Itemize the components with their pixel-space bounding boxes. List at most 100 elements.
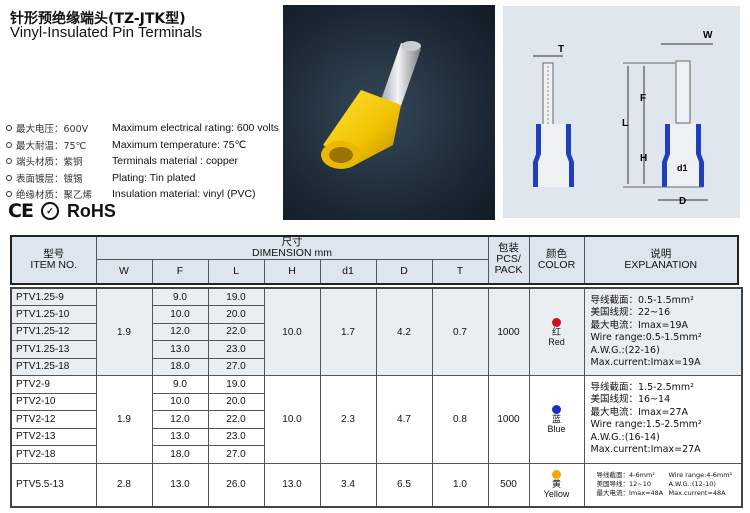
- ce-mark: CE: [8, 200, 34, 222]
- spec-cn: 绝缘材质：聚乙烯: [16, 190, 93, 202]
- cell-explanation: 导线截面：0.5-1.5mm² 美国线规：22~16 最大电流：Imax=19A Wi…: [583, 287, 742, 376]
- bullet-icon: [6, 141, 12, 148]
- item-no: PTV5.5-13: [10, 462, 97, 508]
- spec-en: Maximum electrical rating: 600 volts: [112, 122, 279, 135]
- explanation-line: Wire range:1.5-2.5mm²: [590, 419, 702, 431]
- cell-F: 9.0: [151, 375, 209, 394]
- header-color: 颜色 COLOR: [528, 235, 585, 284]
- header-pack-cn: 包装: [498, 242, 519, 255]
- spec-en: Insulation material: vinyl (PVC): [112, 188, 256, 201]
- cell-d1: 1.7: [319, 287, 377, 376]
- cell-T: 1.0: [431, 462, 489, 508]
- dimension-diagram: T W F L H d1 D: [503, 6, 740, 218]
- title-english: Vinyl-Insulated Pin Terminals: [10, 24, 203, 41]
- cell-D: 4.7: [375, 375, 433, 464]
- cell-W: 1.9: [95, 287, 153, 376]
- cell-F: 12.0: [151, 410, 209, 429]
- spec-item: 最大耐温：75℃ Maximum temperature: 75℃: [6, 137, 279, 154]
- cell-pack: 1000: [487, 375, 530, 464]
- cell-F: 9.0: [151, 287, 209, 306]
- cqc-mark-icon: ✓: [40, 202, 59, 220]
- cell-W: 1.9: [95, 375, 153, 464]
- label-d1: d1: [677, 163, 688, 173]
- spec-item: 绝缘材质：聚乙烯 Insulation material: vinyl (PVC): [6, 186, 279, 203]
- label-F: F: [640, 93, 646, 104]
- cell-d1: 2.3: [319, 375, 377, 464]
- label-D: D: [679, 196, 686, 207]
- explanation-line: Max.current=48A: [668, 489, 726, 498]
- table-row: PTV2-10 10.0 20.0: [10, 392, 742, 411]
- spec-cn: 端头材质：紫铜: [16, 157, 83, 169]
- cell-L: 22.0: [207, 322, 265, 341]
- explanation-line: 导线截面：0.5-1.5mm²: [590, 294, 694, 306]
- item-no: PTV1.25-9: [10, 287, 97, 306]
- item-no: PTV1.25-13: [10, 340, 97, 359]
- table-row: PTV5.5-13 2.8 13.0 26.0 13.0 3.4 6.5 1.0 500 黄 Yel…: [10, 462, 742, 508]
- header-item-en: ITEM NO.: [30, 258, 78, 271]
- explanation-line: 导线截面：4-6mm²: [596, 471, 655, 480]
- cell-L: 20.0: [207, 392, 265, 411]
- explanation-line: 美国线规：16~14: [590, 394, 671, 406]
- spec-en: Maximum temperature: 75℃: [112, 138, 247, 151]
- item-no: PTV1.25-10: [10, 305, 97, 324]
- explanation-line: A.W.G.:(16-14): [590, 431, 660, 443]
- cell-color: 红 Red: [528, 287, 585, 376]
- spec-cn: 最大耐温：75℃: [16, 140, 87, 152]
- color-en: Red: [548, 336, 565, 347]
- spec-item: 端头材质：紫铜 Terminals material : copper: [6, 153, 279, 170]
- cell-L: 26.0: [207, 462, 265, 508]
- explanation-line: 最大电流：Imax=27A: [590, 406, 689, 418]
- table-row: PTV1.25-12 12.0 22.0: [10, 322, 742, 341]
- header-col-W: W: [95, 259, 153, 284]
- cell-F: 13.0: [151, 462, 209, 508]
- header-color-en: COLOR: [537, 258, 576, 271]
- table-row: PTV2-9 1.9 9.0 19.0 10.0 2.3 4.7 0.8 1000 蓝 Blue 导线…: [10, 375, 742, 464]
- cell-F: 13.0: [151, 340, 209, 359]
- item-no: PTV2-10: [10, 392, 97, 411]
- title-chinese: 针形预绝缘端头(TZ-JTK型): [10, 11, 186, 27]
- cell-L: 19.0: [207, 375, 265, 394]
- explanation-line: Wire range:4-6mm²: [668, 471, 733, 480]
- cell-F: 10.0: [151, 392, 209, 411]
- color-en: Blue: [547, 423, 566, 434]
- cell-D: 4.2: [375, 287, 433, 376]
- header-col-L: L: [207, 259, 265, 284]
- spec-en: Terminals material : copper: [112, 155, 239, 168]
- header-pack: 包装 PCS/ PACK: [487, 235, 530, 284]
- bullet-icon: [6, 191, 12, 198]
- explanation-line: 美国线规：22~16: [590, 307, 671, 318]
- spec-table: PTV1.25-9 1.9 9.0 19.0 10.0 1.7 4.2 0.7 1000 红 Red…: [10, 287, 743, 508]
- cell-L: 19.0: [207, 287, 265, 306]
- cell-L: 23.0: [207, 340, 265, 359]
- bullet-icon: [6, 125, 12, 132]
- spec-cn: 最大电压：600V: [16, 124, 89, 136]
- header-item-cn: 型号: [43, 247, 65, 260]
- item-no: PTV2-18: [10, 445, 97, 464]
- product-photo: [283, 5, 495, 220]
- rohs-mark: RoHS: [66, 200, 116, 221]
- cell-explanation: 导线截面：1.5-2.5mm² 美国线规：16~14 最大电流：Imax=27A Wi…: [583, 375, 742, 464]
- header-expl-en: EXPLANATION: [624, 258, 698, 271]
- cell-T: 0.8: [431, 375, 489, 464]
- explanation-column: Wire range:4-6mm² A.W.G.:(12-10) Max.curre…: [669, 471, 741, 498]
- cell-L: 20.0: [207, 305, 265, 324]
- explanation-line: A.W.G.:(12-10): [668, 480, 716, 489]
- spec-item: 表面镀层：镀锡 Plating: Tin plated: [6, 170, 279, 187]
- cell-F: 18.0: [151, 357, 209, 376]
- item-no: PTV1.25-18: [10, 357, 97, 376]
- header-pack-en: PCS/ PACK: [494, 253, 523, 277]
- certifications: CE ✓ RoHS: [8, 200, 116, 222]
- cell-color: 黄 Yellow: [528, 462, 585, 508]
- cell-W: 2.8: [95, 462, 153, 508]
- terminal-front-view: W F L H d1 D: [622, 30, 713, 207]
- label-T: T: [558, 44, 564, 55]
- label-W: W: [703, 30, 713, 41]
- table-row: PTV1.25-18 18.0 27.0: [10, 357, 742, 376]
- cell-F: 18.0: [151, 445, 209, 464]
- explanation-line: Wire range:0.5-1.5mm²: [590, 332, 702, 343]
- spec-item: 最大电压：600V Maximum electrical rating: 600 …: [6, 120, 279, 137]
- color-cn: 黄: [551, 479, 561, 490]
- explanation-line: 最大电流：Imax=19A: [590, 319, 689, 331]
- cell-H: 10.0: [263, 287, 321, 376]
- cell-D: 6.5: [375, 462, 433, 508]
